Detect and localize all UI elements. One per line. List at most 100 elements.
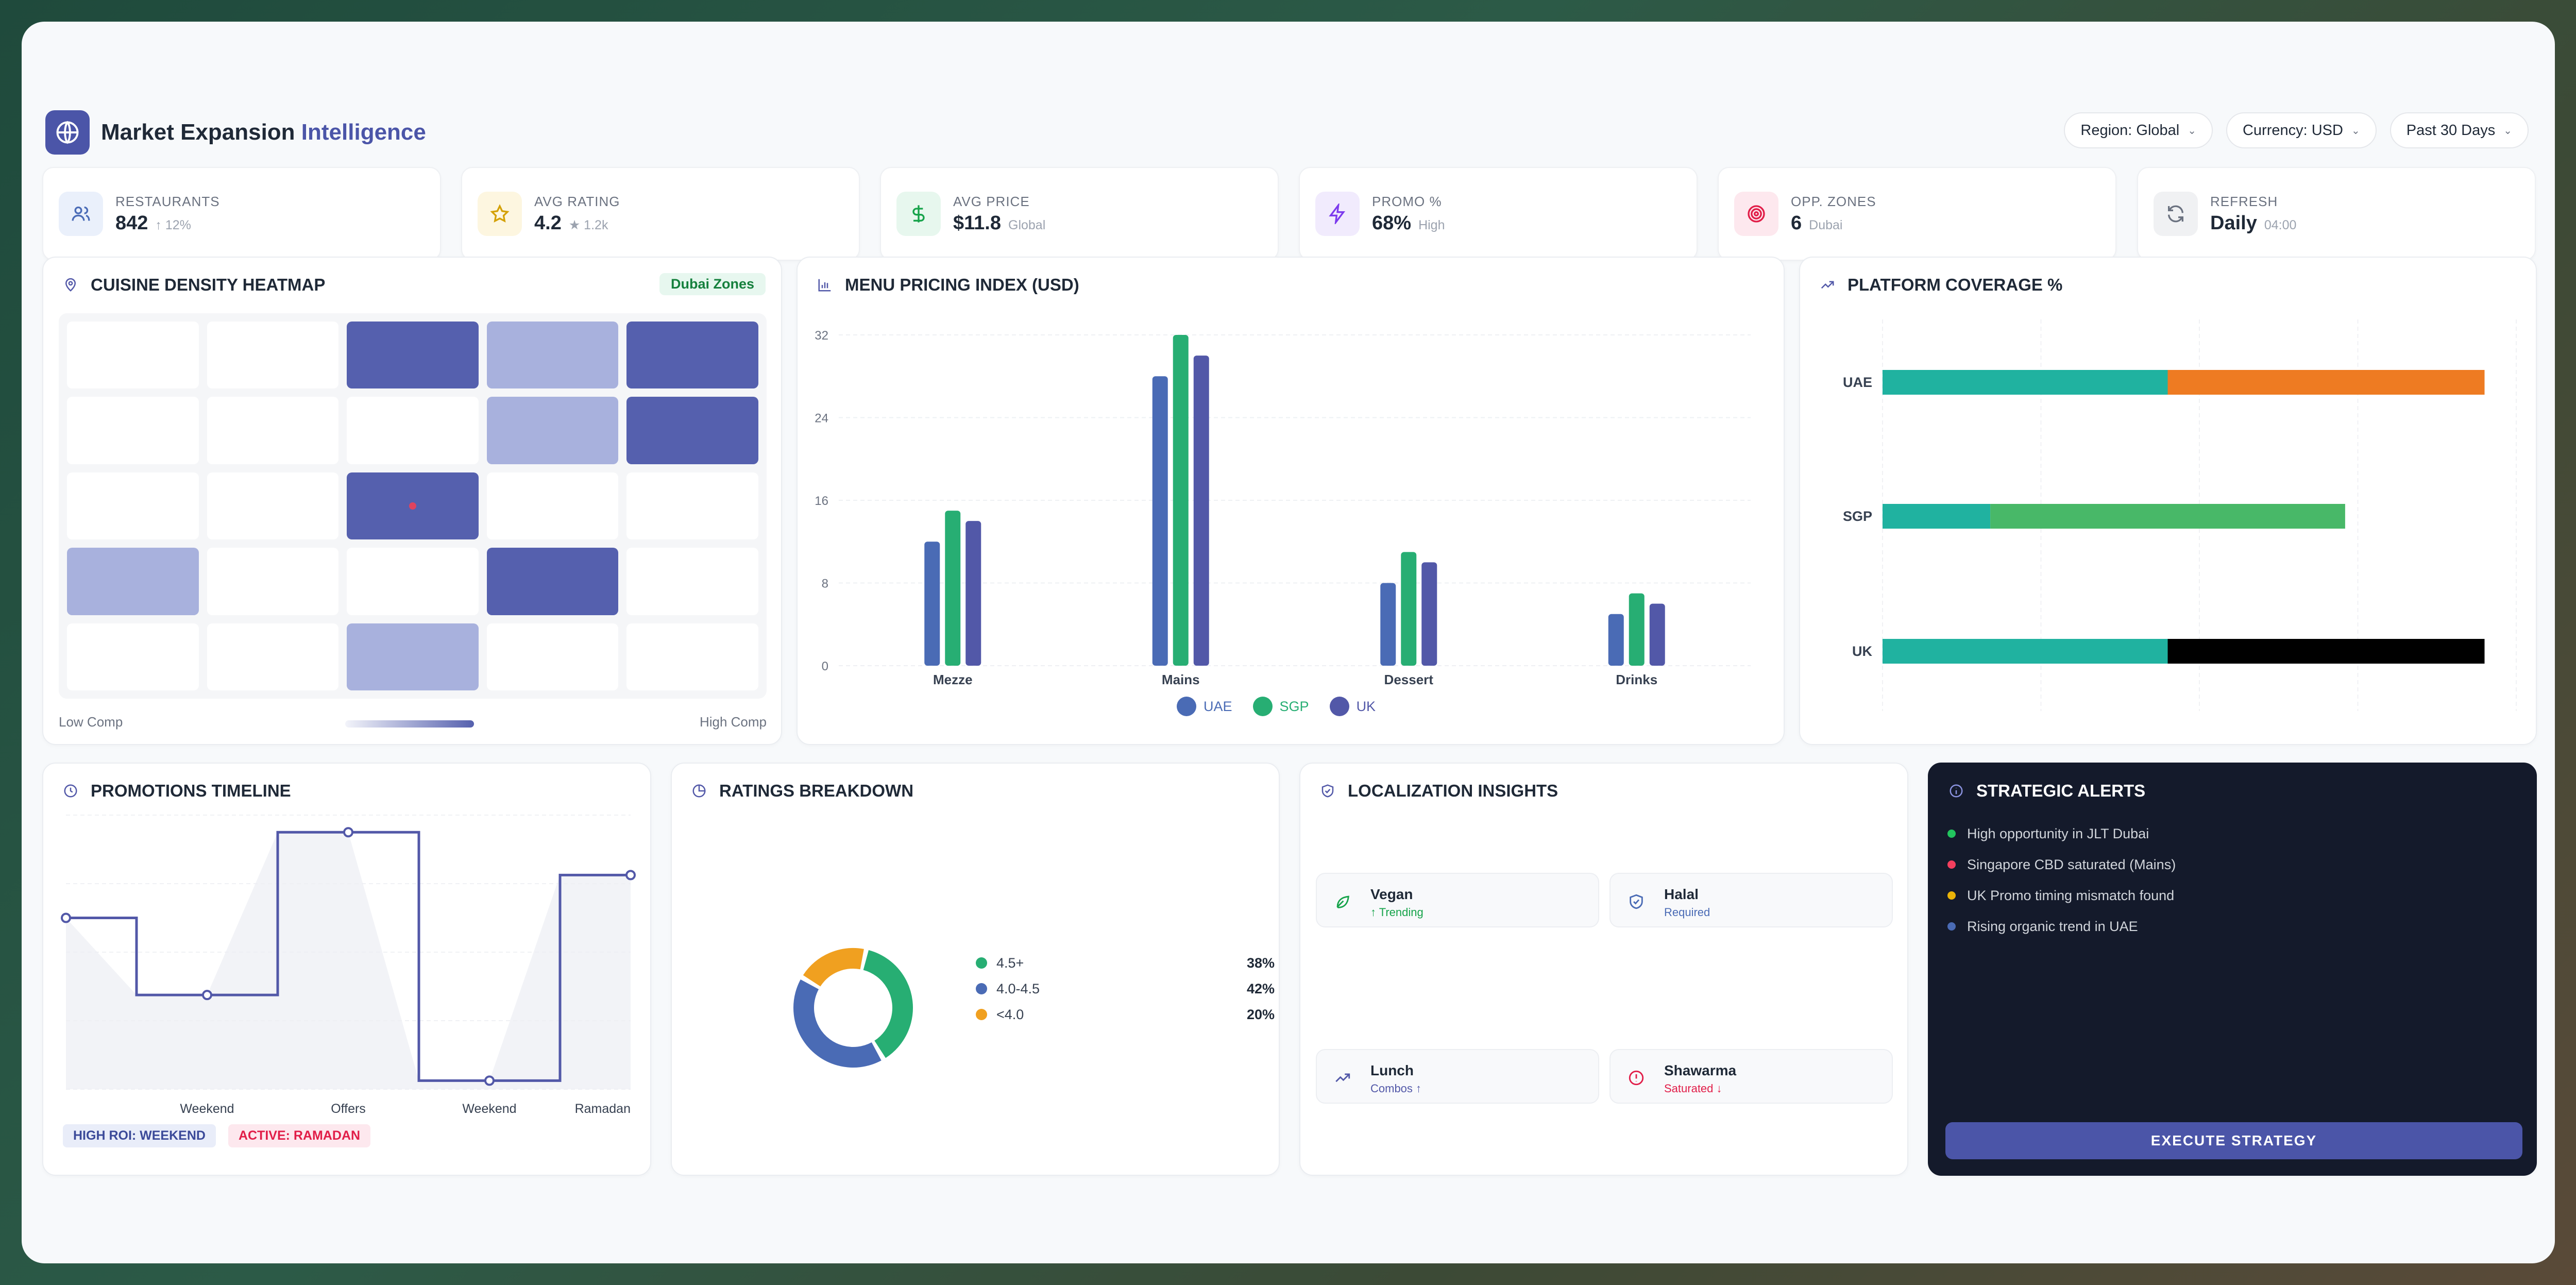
- alert-item[interactable]: UK Promo timing mismatch found: [1947, 880, 2176, 911]
- donut-slice[interactable]: [792, 947, 913, 1068]
- timeline-point[interactable]: [625, 870, 636, 881]
- kpi-promo[interactable]: PROMO % 68% High: [1299, 167, 1698, 261]
- timeline-point[interactable]: [343, 827, 353, 838]
- tag-high-roi[interactable]: HIGH ROI: WEEKEND: [63, 1124, 216, 1147]
- coverage-segment[interactable]: [1883, 639, 2168, 664]
- heatmap-cell[interactable]: [67, 322, 199, 389]
- bar-uk[interactable]: [1421, 562, 1437, 666]
- heatmap-cell[interactable]: [486, 623, 619, 690]
- kpi-restaurants[interactable]: RESTAURANTS 842 ↑ 12%: [42, 167, 441, 261]
- coverage-segment[interactable]: [2167, 370, 2485, 395]
- donut-slice[interactable]: [792, 947, 913, 1068]
- kpi-value-text: 68%: [1372, 212, 1412, 234]
- alert-item[interactable]: Rising organic trend in UAE: [1947, 911, 2176, 942]
- refresh-icon: [2154, 192, 2198, 236]
- pricing-chart: 0 8 16 24 32 Mezze Mains Dessert Drinks: [815, 329, 1751, 687]
- heatmap-cell[interactable]: [626, 397, 758, 464]
- heatmap-cell[interactable]: [486, 322, 619, 389]
- coverage-segment[interactable]: [1883, 504, 1991, 529]
- heatmap-cell[interactable]: [486, 397, 619, 464]
- kpi-refresh[interactable]: REFRESH Daily 04:00: [2137, 167, 2536, 261]
- heatmap-cell[interactable]: [67, 472, 199, 540]
- insight-title: Shawarma: [1664, 1062, 1737, 1078]
- legend-item-sgp[interactable]: SGP: [1252, 697, 1309, 716]
- app-title: Market Expansion Intelligence: [101, 120, 426, 145]
- heatmap-cell[interactable]: [347, 472, 479, 540]
- tag-active[interactable]: ACTIVE: RAMADAN: [228, 1124, 371, 1147]
- map-pin-icon: [62, 276, 79, 294]
- insight-sub: Combos ↑: [1370, 1082, 1422, 1095]
- kpi-value-text: $11.8: [953, 212, 1001, 234]
- legend-item-uk[interactable]: UK: [1329, 697, 1376, 716]
- x-tick-label: Weekend: [462, 1102, 516, 1116]
- heatmap-cell[interactable]: [207, 472, 339, 540]
- heatmap-cell[interactable]: [626, 623, 758, 690]
- heatmap-cell[interactable]: [486, 472, 619, 540]
- bar-sgp[interactable]: [945, 511, 961, 666]
- kpi-avg-rating[interactable]: AVG RATING 4.2 ★ 1.2k: [461, 167, 860, 261]
- coverage-segment[interactable]: [1990, 504, 2345, 529]
- timeline-point[interactable]: [202, 990, 212, 1001]
- coverage-segment[interactable]: [2167, 639, 2485, 664]
- heatmap-cell[interactable]: [207, 397, 339, 464]
- heatmap-cell[interactable]: [207, 623, 339, 690]
- heatmap-cell[interactable]: [207, 322, 339, 389]
- heatmap-low-label: Low Comp: [59, 714, 123, 730]
- localization-title: LOCALIZATION INSIGHTS: [1319, 781, 1558, 801]
- alert-item[interactable]: Singapore CBD saturated (Mains): [1947, 849, 2176, 880]
- timeline-point[interactable]: [61, 912, 71, 923]
- insight-tile-halal[interactable]: Halal Required: [1609, 873, 1893, 927]
- bar-sgp[interactable]: [1401, 552, 1417, 666]
- currency-filter[interactable]: Currency: USD ⌄: [2226, 112, 2377, 148]
- coverage-segment[interactable]: [1883, 370, 2168, 395]
- heatmap-cell[interactable]: [347, 322, 479, 389]
- trend-up-icon: [1819, 276, 1836, 294]
- heatmap-cell[interactable]: [626, 472, 758, 540]
- kpi-avg-price[interactable]: AVG PRICE $11.8 Global: [880, 167, 1279, 261]
- bar-uk[interactable]: [965, 521, 981, 666]
- bar-uae[interactable]: [1380, 583, 1396, 666]
- bar-uae[interactable]: [1152, 376, 1168, 666]
- kpi-sub: 04:00: [2264, 218, 2297, 232]
- insight-sub: Saturated ↓: [1664, 1082, 1722, 1095]
- pricing-title-text: MENU PRICING INDEX (USD): [845, 275, 1079, 294]
- bar-uk[interactable]: [1649, 603, 1665, 666]
- heatmap-cell[interactable]: [67, 548, 199, 615]
- heatmap-cell[interactable]: [207, 548, 339, 615]
- bar-sgp[interactable]: [1629, 593, 1645, 666]
- kpi-opp-zones[interactable]: OPP. ZONES 6 Dubai: [1718, 167, 2116, 261]
- heatmap-cell[interactable]: [67, 397, 199, 464]
- heatmap-cell[interactable]: [626, 322, 758, 389]
- kpi-row: RESTAURANTS 842 ↑ 12% AVG RATING 4.2 ★ 1.2…: [42, 167, 2536, 261]
- heatmap-cell[interactable]: [486, 548, 619, 615]
- app-title-main: Market Expansion: [101, 120, 295, 145]
- kpi-label: RESTAURANTS: [115, 194, 220, 209]
- legend-label: UAE: [1204, 698, 1232, 714]
- heatmap-cell[interactable]: [347, 397, 479, 464]
- bar-uk[interactable]: [1193, 356, 1209, 666]
- heatmap-cell[interactable]: [626, 548, 758, 615]
- leaf-icon: [1332, 891, 1353, 912]
- kpi-label: AVG RATING: [534, 194, 620, 209]
- kpi-value-text: Daily: [2210, 212, 2257, 234]
- alert-text: Rising organic trend in UAE: [1967, 918, 2138, 934]
- insight-tile-lunch[interactable]: Lunch Combos ↑: [1316, 1049, 1599, 1104]
- filter-bar: Region: Global ⌄ Currency: USD ⌄ Past 30…: [2064, 112, 2529, 148]
- timeline-point[interactable]: [484, 1075, 495, 1086]
- alert-item[interactable]: High opportunity in JLT Dubai: [1947, 818, 2176, 849]
- legend-item-uae[interactable]: UAE: [1177, 697, 1232, 716]
- date-range-filter[interactable]: Past 30 Days ⌄: [2389, 112, 2529, 148]
- legend-label: SGP: [1279, 698, 1309, 714]
- bar-uae[interactable]: [1608, 614, 1624, 666]
- insight-tile-vegan[interactable]: Vegan ↑ Trending: [1316, 873, 1599, 927]
- bar-uae[interactable]: [924, 542, 940, 666]
- heatmap-cell[interactable]: [347, 548, 479, 615]
- heatmap-cell[interactable]: [67, 623, 199, 690]
- region-filter[interactable]: Region: Global ⌄: [2064, 112, 2213, 148]
- heatmap-zone-badge[interactable]: Dubai Zones: [659, 273, 766, 295]
- y-tick-label: 32: [815, 329, 828, 343]
- insight-tile-shawarma[interactable]: Shawarma Saturated ↓: [1609, 1049, 1893, 1104]
- bar-sgp[interactable]: [1173, 335, 1189, 666]
- execute-strategy-button[interactable]: EXECUTE STRATEGY: [1945, 1122, 2522, 1159]
- heatmap-cell[interactable]: [347, 623, 479, 690]
